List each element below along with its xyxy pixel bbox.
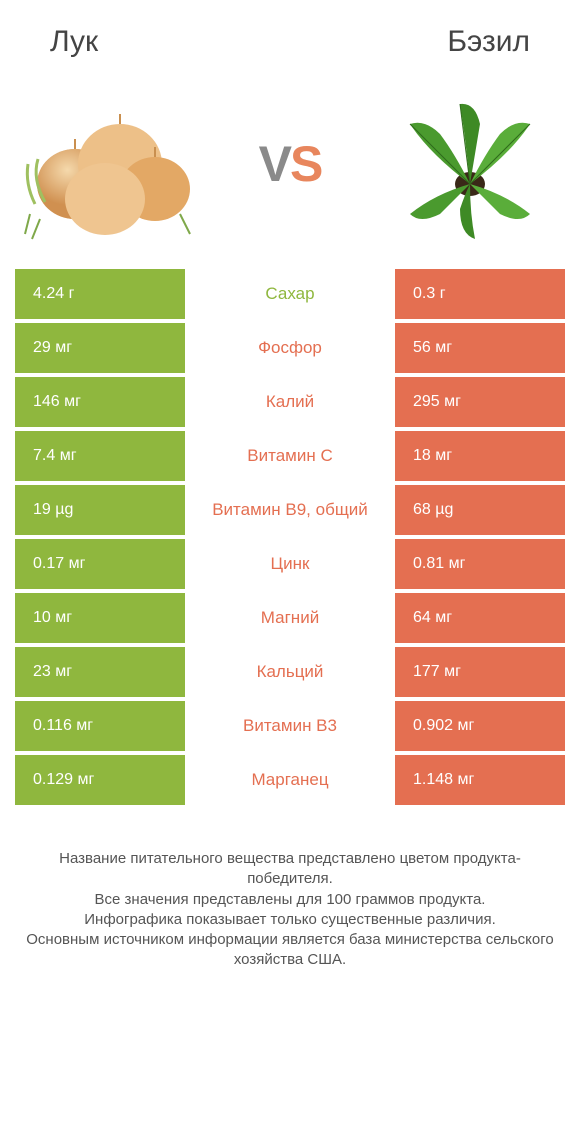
nutrient-name: Магний bbox=[185, 593, 395, 643]
vs-s: S bbox=[290, 136, 321, 192]
left-value: 0.129 мг bbox=[15, 755, 185, 805]
nutrient-name: Марганец bbox=[185, 755, 395, 805]
nutrient-name: Калий bbox=[185, 377, 395, 427]
right-value: 0.81 мг bbox=[395, 539, 565, 589]
nutrient-name: Цинк bbox=[185, 539, 395, 589]
right-value: 295 мг bbox=[395, 377, 565, 427]
left-value: 0.17 мг bbox=[15, 539, 185, 589]
left-value: 23 мг bbox=[15, 647, 185, 697]
table-row: 0.129 мгМарганец1.148 мг bbox=[15, 755, 565, 805]
vs-label: VS bbox=[259, 135, 322, 193]
right-value: 177 мг bbox=[395, 647, 565, 697]
left-value: 29 мг bbox=[15, 323, 185, 373]
left-value: 7.4 мг bbox=[15, 431, 185, 481]
table-row: 0.17 мгЦинк0.81 мг bbox=[15, 539, 565, 589]
left-value: 0.116 мг bbox=[15, 701, 185, 751]
table-row: 146 мгКалий295 мг bbox=[15, 377, 565, 427]
left-value: 4.24 г bbox=[15, 269, 185, 319]
nutrient-name: Кальций bbox=[185, 647, 395, 697]
right-value: 0.3 г bbox=[395, 269, 565, 319]
nutrient-name: Витамин B3 bbox=[185, 701, 395, 751]
onion-image bbox=[20, 84, 200, 244]
left-value: 146 мг bbox=[15, 377, 185, 427]
table-row: 19 µgВитамин B9, общий68 µg bbox=[15, 485, 565, 535]
left-value: 19 µg bbox=[15, 485, 185, 535]
right-value: 68 µg bbox=[395, 485, 565, 535]
table-row: 23 мгКальций177 мг bbox=[15, 647, 565, 697]
right-value: 0.902 мг bbox=[395, 701, 565, 751]
right-value: 1.148 мг bbox=[395, 755, 565, 805]
table-row: 29 мгФосфор56 мг bbox=[15, 323, 565, 373]
comparison-table: 4.24 гСахар0.3 г29 мгФосфор56 мг146 мгКа… bbox=[0, 269, 580, 805]
nutrient-name: Фосфор bbox=[185, 323, 395, 373]
nutrient-name: Витамин C bbox=[185, 431, 395, 481]
left-food-title: Лук bbox=[50, 25, 98, 59]
right-value: 64 мг bbox=[395, 593, 565, 643]
table-row: 4.24 гСахар0.3 г bbox=[15, 269, 565, 319]
right-value: 56 мг bbox=[395, 323, 565, 373]
nutrient-name: Сахар bbox=[185, 269, 395, 319]
right-value: 18 мг bbox=[395, 431, 565, 481]
vs-v: V bbox=[259, 136, 290, 192]
nutrient-name: Витамин B9, общий bbox=[185, 485, 395, 535]
left-value: 10 мг bbox=[15, 593, 185, 643]
table-row: 10 мгМагний64 мг bbox=[15, 593, 565, 643]
basil-image bbox=[380, 84, 560, 244]
images-row: VS bbox=[0, 69, 580, 269]
table-row: 7.4 мгВитамин C18 мг bbox=[15, 431, 565, 481]
table-row: 0.116 мгВитамин B30.902 мг bbox=[15, 701, 565, 751]
footnote-text: Название питательного вещества представл… bbox=[0, 809, 580, 971]
right-food-title: Бэзил bbox=[447, 25, 530, 59]
